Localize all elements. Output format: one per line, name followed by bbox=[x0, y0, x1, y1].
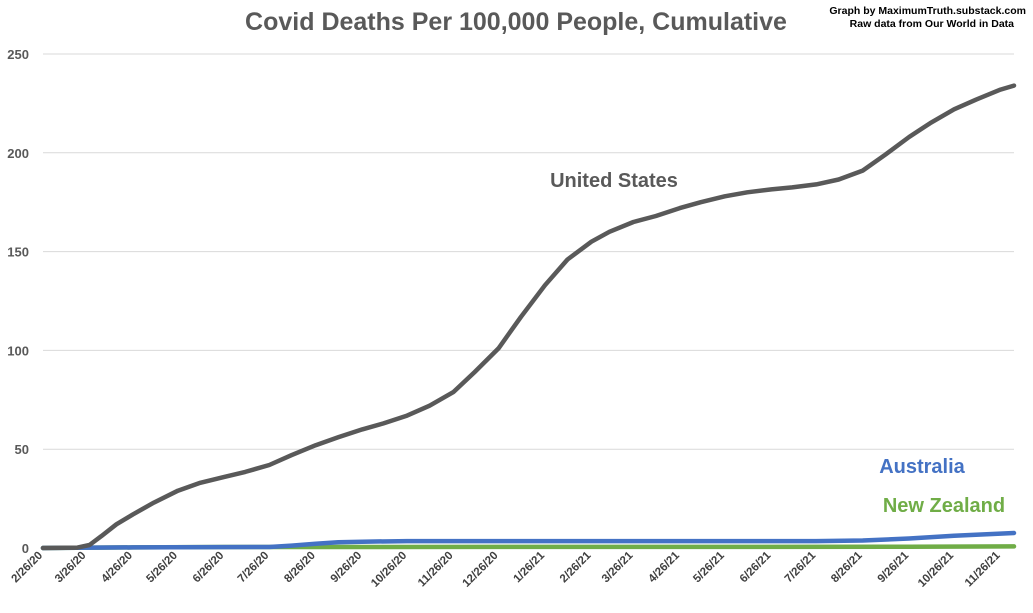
x-tick-label: 3/26/21 bbox=[600, 549, 636, 585]
y-tick-label: 250 bbox=[7, 47, 29, 62]
chart-title: Covid Deaths Per 100,000 People, Cumulat… bbox=[245, 8, 787, 36]
x-tick-label: 11/26/20 bbox=[416, 550, 456, 590]
x-tick-label: 3/26/20 bbox=[53, 550, 89, 586]
y-tick-label: 150 bbox=[7, 245, 29, 260]
y-tick-label: 50 bbox=[15, 442, 29, 457]
credit-line-2: Raw data from Our World in Data bbox=[850, 18, 1014, 30]
x-tick-label: 6/26/21 bbox=[738, 549, 774, 585]
x-tick-label: 9/26/20 bbox=[329, 550, 365, 586]
x-tick-label: 5/26/20 bbox=[144, 550, 180, 586]
x-tick-label: 4/26/21 bbox=[646, 549, 682, 585]
x-tick-label: 4/26/20 bbox=[99, 550, 135, 586]
x-tick-label: 7/26/20 bbox=[236, 550, 272, 586]
series-line-australia bbox=[40, 530, 1017, 551]
x-tick-label: 5/26/21 bbox=[691, 549, 727, 585]
x-axis-ticks: 2/26/20 3/26/20 4/26/20 5/26/20 6/26/20 7/26/… bbox=[10, 549, 1004, 590]
y-tick-label: 200 bbox=[7, 146, 29, 161]
x-tick-label: 1/26/21 bbox=[511, 549, 547, 585]
x-tick-label: 6/26/20 bbox=[191, 550, 227, 586]
series-line-united-states bbox=[40, 83, 1017, 551]
x-tick-label: 9/26/21 bbox=[876, 549, 912, 585]
x-tick-label: 8/26/21 bbox=[829, 549, 865, 585]
credit-line-1: Graph by MaximumTruth.substack.com bbox=[829, 5, 1026, 17]
x-tick-label: 12/26/20 bbox=[461, 550, 501, 590]
y-axis-ticks: 0 50 100 150 200 250 bbox=[7, 47, 29, 556]
series-label-australia: Australia bbox=[879, 456, 965, 478]
series-label-united-states: United States bbox=[550, 170, 678, 192]
x-tick-label: 10/26/20 bbox=[369, 550, 409, 590]
x-tick-label: 11/26/21 bbox=[963, 549, 1003, 589]
x-tick-label: 10/26/21 bbox=[916, 549, 957, 590]
x-tick-label: 7/26/21 bbox=[783, 549, 819, 585]
y-tick-label: 100 bbox=[7, 343, 29, 358]
y-tick-label: 0 bbox=[22, 541, 29, 556]
series-label-new-zealand: New Zealand bbox=[883, 495, 1005, 517]
gridlines bbox=[43, 53, 1014, 549]
series-lines bbox=[40, 83, 1017, 551]
x-tick-label: 2/26/21 bbox=[558, 549, 594, 585]
series-labels: United States Australia New Zealand bbox=[550, 170, 1005, 517]
x-tick-label: 8/26/20 bbox=[282, 550, 318, 586]
